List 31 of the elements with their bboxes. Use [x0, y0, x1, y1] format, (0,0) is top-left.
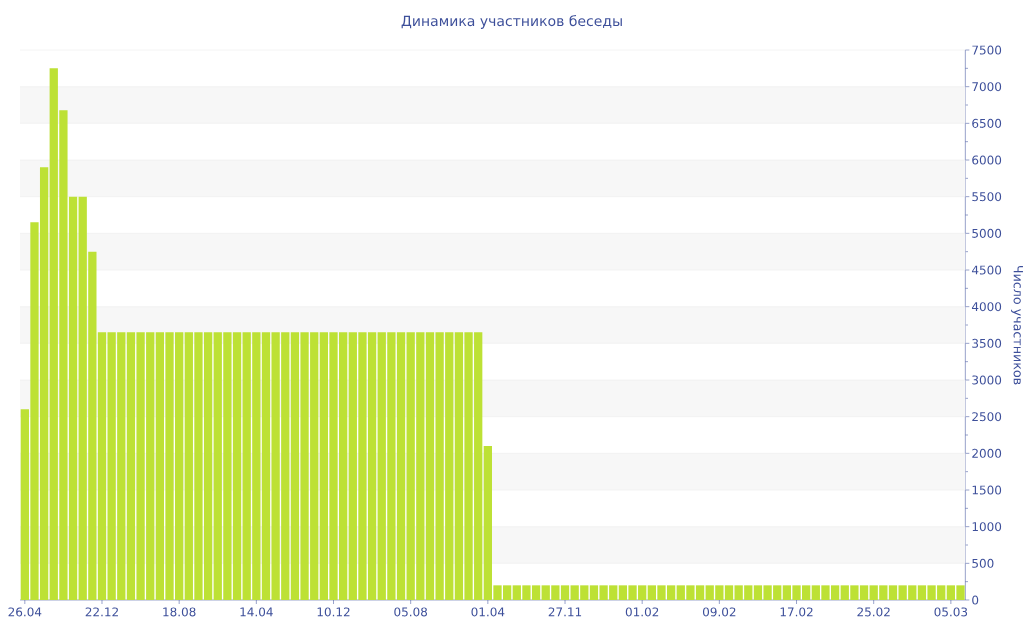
y-tick-label: 4500 [971, 265, 1002, 275]
chart-title: Динамика участников беседы [401, 15, 622, 29]
x-tick-label: 05.03 [934, 607, 968, 617]
x-tick-label: 22.12 [85, 607, 118, 617]
y-tick-label: 3500 [972, 338, 1002, 348]
x-tick-label: 17.02 [780, 607, 813, 617]
y-tick-label: 1500 [972, 485, 1002, 495]
y-tick-label: 5500 [972, 192, 1002, 202]
x-tick-label: 25.02 [857, 607, 890, 617]
y-tick-label: 500 [972, 558, 994, 568]
y-tick-label: 6000 [972, 155, 1002, 165]
x-tick-label: 09.02 [702, 607, 736, 617]
y-tick-label: 3000 [972, 375, 1002, 385]
x-tick-label: 27.11 [548, 607, 582, 617]
y-tick-label: 6500 [972, 118, 1002, 128]
y-axis-title: Число участников [1011, 265, 1023, 385]
y-tick-label: 2500 [972, 412, 1002, 422]
y-tick-label: 1000 [972, 522, 1002, 532]
y-tick-label: 7500 [972, 45, 1002, 55]
y-tick-label: 5000 [972, 228, 1002, 238]
x-tick-label: 01.04 [471, 607, 505, 617]
x-tick-label: 01.02 [625, 607, 659, 617]
y-tick-label: 0 [972, 595, 979, 605]
x-tick-label: 14.04 [240, 607, 273, 617]
y-tick-label: 4000 [971, 302, 1002, 312]
x-tick-label: 10.12 [317, 607, 350, 617]
y-tick-label: 7000 [972, 82, 1002, 92]
y-tick-label: 2000 [972, 448, 1002, 458]
x-tick-label: 18.08 [163, 607, 196, 617]
x-tick-label: 26.04 [8, 607, 42, 617]
x-tick-label: 05.08 [394, 607, 428, 617]
